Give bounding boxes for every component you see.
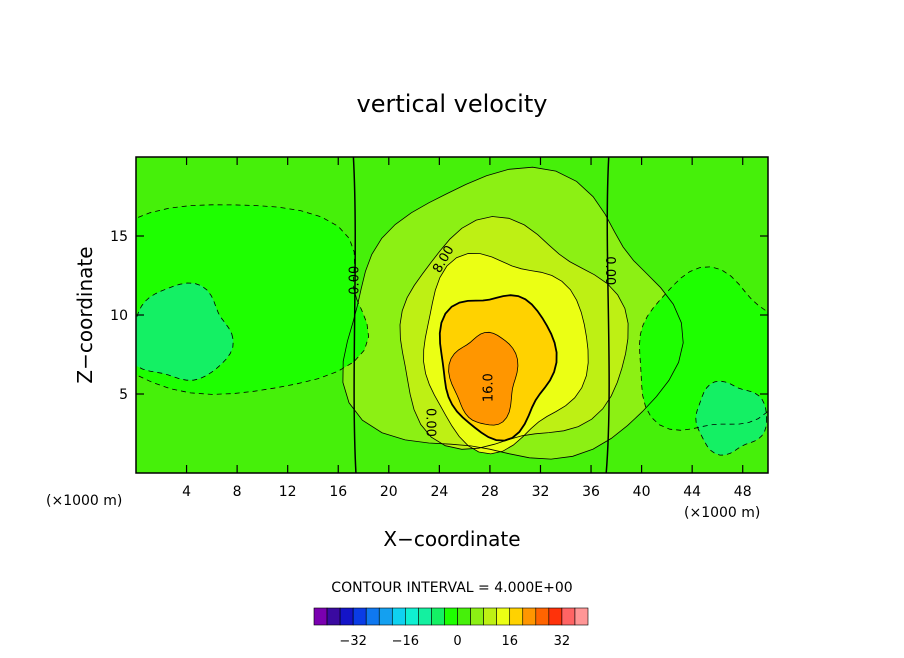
downdraft-region (695, 381, 767, 456)
contour-interval: CONTOUR INTERVAL = 4.000E+00 (331, 580, 572, 596)
colorbar-swatch (457, 607, 471, 626)
colorbar-tick-label: 0 (453, 634, 461, 649)
x-tick-label: 12 (279, 484, 297, 500)
contour-label: 0.00 (602, 256, 617, 285)
x-tick-label: 32 (532, 484, 550, 500)
downdraft-region (136, 283, 234, 381)
contour-line (695, 380, 767, 456)
contour-line (639, 266, 768, 431)
colorbar-swatch (418, 607, 432, 626)
x-tick-label: 40 (633, 484, 651, 500)
colorbar-swatch (444, 607, 458, 626)
plot-area (136, 157, 768, 473)
contour-line (342, 166, 684, 460)
colorbar-tick-label: 16 (501, 634, 518, 649)
contour-line (448, 331, 519, 426)
colorbar-swatch (378, 607, 393, 626)
updraft-region (448, 332, 518, 426)
colorbar-swatch (313, 607, 328, 626)
x-tick-label: 48 (734, 484, 752, 500)
x-unit: (×1000 m) (46, 493, 122, 509)
colorbar-swatch (352, 607, 367, 626)
contour-label: 0.00 (347, 266, 362, 295)
colorbar-swatch (496, 607, 511, 626)
colorbar-swatch (339, 607, 354, 626)
x-tick-label: 36 (582, 484, 600, 500)
x-tick-label: 16 (329, 484, 347, 500)
z-unit: (×1000 m) (684, 505, 760, 521)
zero-contour-line (352, 157, 357, 473)
colorbar-swatch (470, 607, 484, 626)
colorbar-swatch (326, 607, 341, 626)
contour-label: 16.0 (481, 373, 496, 402)
colorbar-tick-label: 32 (554, 634, 571, 649)
y-axis-title: Z−coordinate (73, 246, 97, 383)
y-tick-label: 5 (119, 387, 128, 403)
y-tick-label: 10 (110, 308, 128, 324)
x-tick-label: 4 (182, 484, 191, 500)
colorbar-swatch (522, 607, 537, 626)
y-tick-label: 15 (110, 229, 128, 245)
x-tick-label: 44 (683, 484, 701, 500)
contour-line (399, 216, 629, 450)
contour-line (423, 253, 589, 455)
colorbar-swatch (483, 607, 497, 626)
x-tick-label: 24 (430, 484, 448, 500)
colorbar-swatch (535, 607, 550, 626)
colorbar-swatch (548, 607, 563, 626)
colorbar-swatch (405, 607, 419, 626)
colorbar (313, 607, 589, 626)
chart-title: vertical velocity (357, 90, 548, 118)
x-tick-label: 28 (481, 484, 499, 500)
colorbar-tick-label: −32 (339, 634, 366, 649)
colorbar-swatch (561, 607, 576, 626)
x-tick-label: 8 (233, 484, 242, 500)
colorbar-swatch (365, 607, 380, 626)
colorbar-swatch (391, 607, 406, 626)
x-tick-label: 20 (380, 484, 398, 500)
colorbar-tick-label: −16 (392, 634, 419, 649)
colorbar-swatch (574, 607, 589, 626)
x-axis-title: X−coordinate (383, 527, 520, 551)
colorbar-swatch (431, 607, 445, 626)
colorbar-swatch (509, 607, 524, 626)
contour-label: 0.00 (423, 408, 438, 437)
contour-line (136, 282, 234, 381)
contour-line (136, 204, 370, 395)
contour-line (438, 294, 558, 442)
zero-contour-line (605, 157, 610, 473)
